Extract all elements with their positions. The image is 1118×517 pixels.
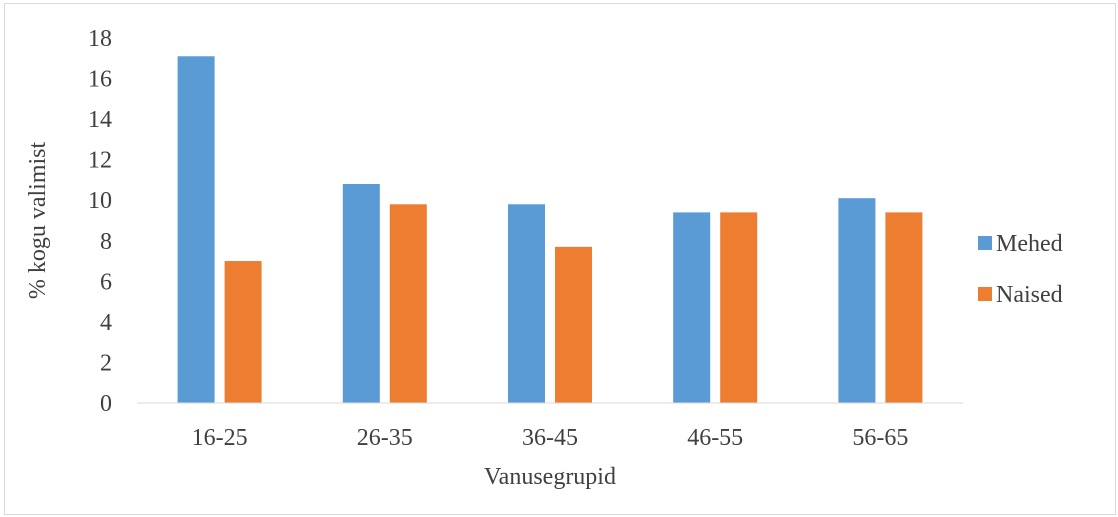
y-tick-label: 18 [88,26,112,52]
legend-label-naised: Naised [996,282,1063,308]
x-tick-label: 16-25 [192,425,248,451]
bar-mehed-26-35 [342,184,380,403]
bar-naised-46-55 [720,212,758,403]
y-axis-ticks: 0 2 4 6 8 10 12 14 16 18 [88,26,112,417]
legend: Mehed Naised [978,231,1063,308]
bar-mehed-56-65 [838,198,876,403]
x-tick-label: 36-45 [522,425,578,451]
y-tick-label: 12 [88,148,112,174]
legend-label-mehed: Mehed [996,231,1063,257]
bar-mehed-16-25 [177,56,215,403]
legend-swatch-mehed [978,236,992,250]
x-axis-title: Vanusegrupid [484,464,616,490]
y-tick-label: 8 [100,229,112,255]
legend-swatch-naised [978,287,992,301]
bar-naised-36-45 [555,246,592,403]
bar-naised-56-65 [885,212,923,403]
x-tick-label: 46-55 [687,425,743,451]
y-tick-label: 6 [100,269,112,295]
y-tick-label: 16 [88,67,112,93]
y-tick-label: 0 [100,391,112,417]
x-axis-ticks: 16-25 26-35 36-45 46-55 56-65 [192,425,909,451]
bar-naised-26-35 [389,204,427,403]
y-axis-title: % kogu valimist [25,142,51,300]
x-tick-label: 26-35 [357,425,413,451]
y-tick-label: 4 [100,310,112,336]
bar-mehed-46-55 [673,212,711,403]
bar-mehed-36-45 [508,204,545,403]
y-tick-label: 2 [100,350,112,376]
bar-naised-16-25 [224,261,262,403]
y-tick-label: 10 [88,188,112,214]
y-tick-label: 14 [88,107,112,133]
x-tick-label: 56-65 [852,425,908,451]
bars [177,56,923,403]
